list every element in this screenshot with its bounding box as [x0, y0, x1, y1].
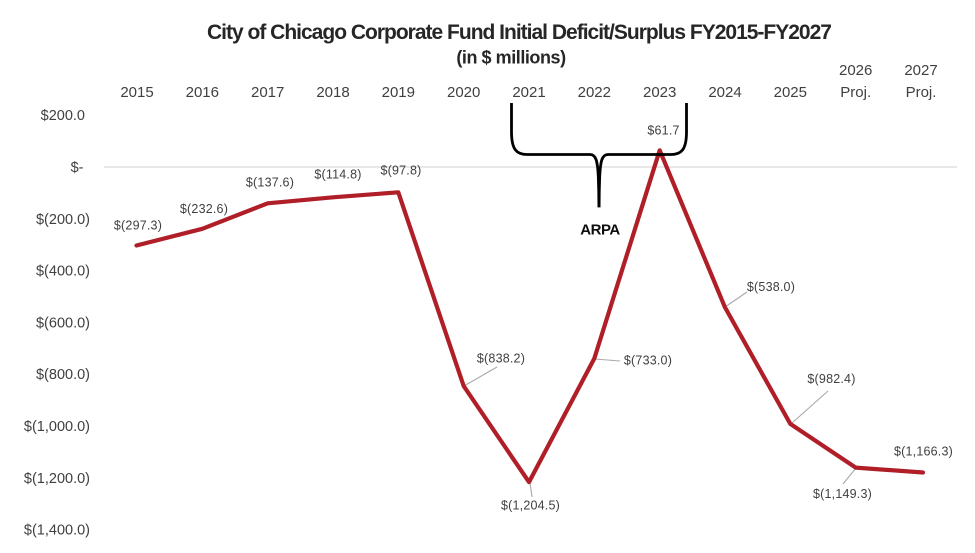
svg-text:$(297.3): $(297.3) — [114, 219, 162, 233]
svg-text:$(1,149.3): $(1,149.3) — [813, 487, 872, 501]
svg-text:$(1,200.0): $(1,200.0) — [24, 471, 90, 487]
svg-text:2018: 2018 — [316, 84, 349, 101]
svg-text:$(538.0): $(538.0) — [747, 280, 795, 294]
svg-text:$(400.0): $(400.0) — [36, 264, 90, 280]
svg-text:2021: 2021 — [512, 84, 545, 101]
svg-text:$(137.6): $(137.6) — [246, 176, 294, 190]
svg-text:ARPA: ARPA — [580, 222, 620, 239]
svg-text:$(800.0): $(800.0) — [36, 367, 90, 383]
svg-text:$(200.0): $(200.0) — [36, 212, 90, 228]
svg-text:Proj.: Proj. — [840, 84, 871, 101]
svg-text:$(838.2): $(838.2) — [477, 352, 525, 366]
svg-text:$(1,204.5): $(1,204.5) — [501, 499, 560, 513]
svg-text:2015: 2015 — [120, 84, 153, 101]
svg-text:2027: 2027 — [904, 62, 937, 79]
svg-text:2025: 2025 — [774, 84, 807, 101]
svg-text:(in $ millions): (in $ millions) — [456, 48, 566, 68]
svg-text:$(1,400.0): $(1,400.0) — [24, 523, 90, 539]
svg-text:City of Chicago Corporate Fund: City of Chicago Corporate Fund Initial D… — [207, 21, 831, 44]
svg-text:2019: 2019 — [382, 84, 415, 101]
svg-text:$61.7: $61.7 — [647, 124, 679, 138]
svg-text:$(733.0): $(733.0) — [624, 354, 672, 368]
svg-text:$(1,166.3): $(1,166.3) — [894, 445, 953, 459]
svg-text:$(1,000.0): $(1,000.0) — [24, 419, 90, 435]
svg-text:$(97.8): $(97.8) — [380, 164, 421, 178]
svg-text:2017: 2017 — [251, 84, 284, 101]
svg-text:$-: $- — [71, 160, 84, 176]
svg-text:$200.0: $200.0 — [41, 108, 85, 124]
svg-text:2026: 2026 — [839, 62, 872, 79]
svg-text:$(600.0): $(600.0) — [36, 315, 90, 331]
svg-text:2022: 2022 — [578, 84, 611, 101]
svg-text:2020: 2020 — [447, 84, 480, 101]
svg-text:2016: 2016 — [186, 84, 219, 101]
svg-text:2024: 2024 — [708, 84, 741, 101]
svg-text:2023: 2023 — [643, 84, 676, 101]
svg-text:$(114.8): $(114.8) — [314, 168, 361, 182]
svg-text:Proj.: Proj. — [906, 84, 937, 101]
svg-text:$(232.6): $(232.6) — [180, 202, 228, 216]
svg-text:$(982.4): $(982.4) — [807, 372, 855, 386]
